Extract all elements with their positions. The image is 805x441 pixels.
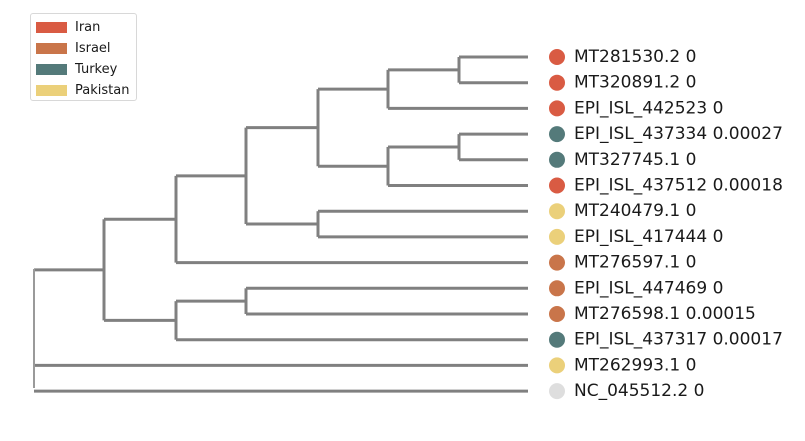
tree-branches [33,55,528,393]
legend-label: Iran [75,20,101,35]
tip-marker [549,331,565,348]
legend-item-israel: Israel [36,38,136,59]
tip-marker [549,177,565,194]
legend-item-turkey: Turkey [36,59,136,80]
legend-item-iran: Iran [36,17,136,38]
legend-swatch-turkey [36,64,67,75]
tip-marker [549,126,565,143]
legend-swatch-israel [36,43,67,54]
tip-label: EPI_ISL_437512 0.00018 [574,176,783,196]
tip-marker [549,254,565,271]
tip-label: MT276598.1 0.00015 [574,304,756,324]
tip-marker [549,49,565,65]
tip-marker [549,203,565,220]
legend: Iran Israel Turkey Pakistan [30,13,137,101]
tip-label: EPI_ISL_417444 0 [574,227,723,247]
legend-swatch-pakistan [36,85,67,96]
tip-marker [549,74,565,91]
tip-label: EPI_ISL_442523 0 [574,98,723,118]
legend-label: Israel [75,41,111,56]
tip-marker [549,357,565,374]
tip-label: MT281530.2 0 [574,47,696,67]
tip-label: MT262993.1 0 [574,355,696,375]
tip-marker [549,100,565,117]
tip-label: MT240479.1 0 [574,201,696,221]
tip-label: MT276597.1 0 [574,253,696,273]
legend-item-pakistan: Pakistan [36,80,136,101]
tip-marker [549,228,565,245]
tip-marker [549,151,565,168]
tip-marker [549,280,565,297]
tip-label: EPI_ISL_447469 0 [574,278,723,298]
tip-marker [549,306,565,322]
tip-label: MT327745.1 0 [574,150,696,170]
tip-label: MT320891.2 0 [574,73,696,93]
tip-label: EPI_ISL_437334 0.00027 [574,124,783,144]
tip-label: NC_045512.2 0 [574,381,704,401]
legend-swatch-iran [36,22,67,33]
tip-marker [549,383,565,400]
tip-label: EPI_ISL_437317 0.00017 [574,330,783,350]
legend-label: Turkey [75,62,118,77]
legend-label: Pakistan [75,83,130,98]
tree-tips: MT281530.2 0 MT320891.2 0 EPI_ISL_442523 0… [549,47,783,401]
